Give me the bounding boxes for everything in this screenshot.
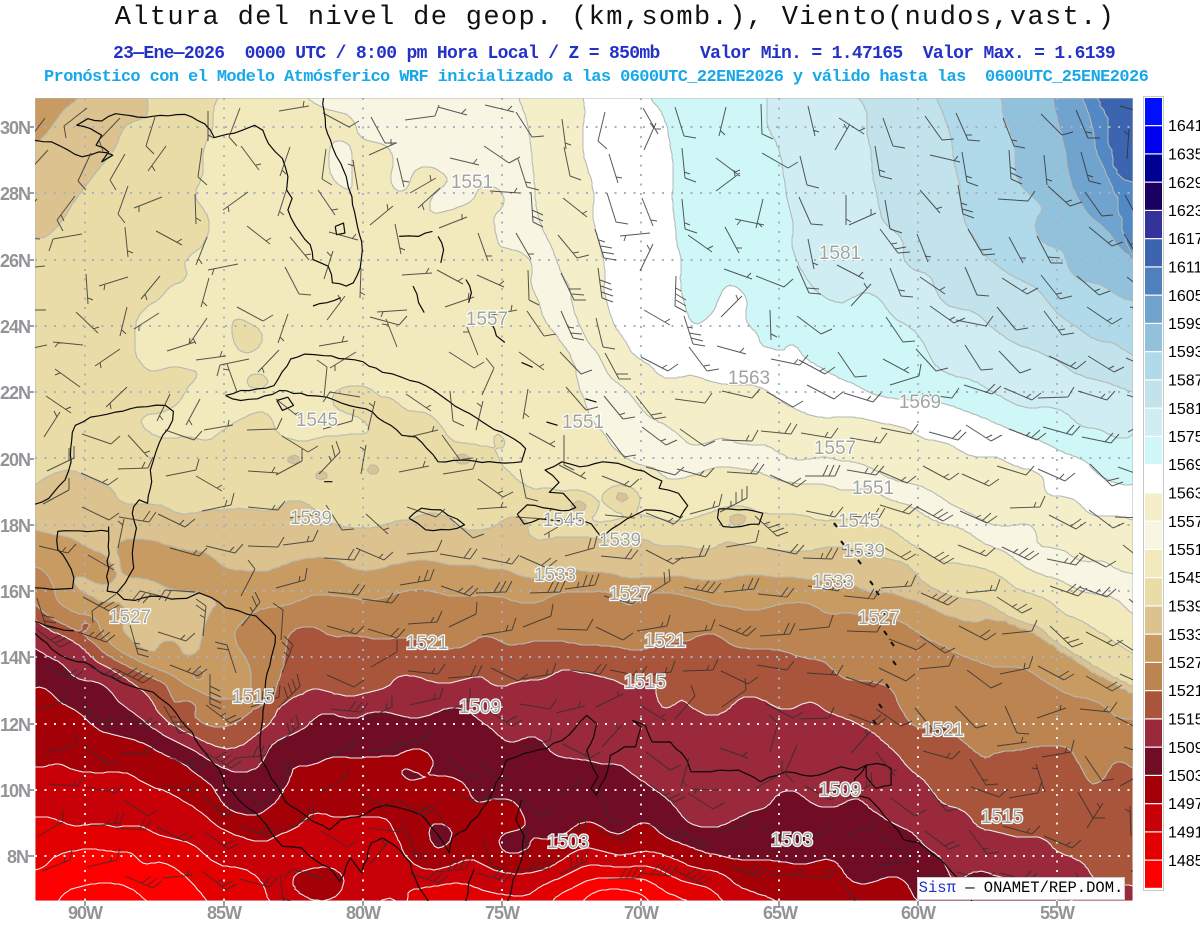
- svg-text:1485: 1485: [1168, 853, 1200, 870]
- svg-text:1551: 1551: [562, 412, 604, 433]
- svg-text:1629: 1629: [1168, 175, 1200, 192]
- svg-text:1623: 1623: [1168, 203, 1200, 220]
- svg-text:1557: 1557: [814, 438, 856, 459]
- svg-text:1527: 1527: [109, 607, 151, 628]
- svg-text:1503: 1503: [771, 830, 813, 851]
- svg-text:1521: 1521: [922, 720, 964, 741]
- svg-text:1515: 1515: [624, 672, 666, 693]
- svg-text:1569: 1569: [899, 392, 941, 413]
- svg-text:1515: 1515: [232, 687, 274, 708]
- svg-text:1593: 1593: [1168, 344, 1200, 361]
- svg-text:1581: 1581: [819, 243, 861, 264]
- svg-text:1539: 1539: [843, 541, 885, 562]
- svg-text:1545: 1545: [838, 511, 880, 532]
- svg-text:1545: 1545: [1168, 570, 1200, 587]
- svg-text:1641: 1641: [1168, 118, 1200, 135]
- svg-text:1605: 1605: [1168, 288, 1200, 305]
- svg-text:1527: 1527: [1168, 655, 1200, 672]
- svg-text:1557: 1557: [1168, 514, 1200, 531]
- svg-text:1533: 1533: [812, 572, 854, 593]
- svg-text:1521: 1521: [644, 631, 686, 652]
- svg-text:1515: 1515: [1168, 712, 1200, 729]
- svg-text:1539: 1539: [599, 530, 641, 551]
- svg-text:1497: 1497: [1168, 796, 1200, 813]
- svg-text:1551: 1551: [852, 478, 894, 499]
- svg-text:1581: 1581: [1168, 401, 1200, 418]
- svg-text:1551: 1551: [451, 172, 493, 193]
- svg-text:1539: 1539: [1168, 599, 1200, 616]
- svg-text:1545: 1545: [296, 410, 338, 431]
- svg-text:1509: 1509: [1168, 740, 1200, 757]
- svg-text:1515: 1515: [981, 807, 1023, 828]
- svg-text:1491: 1491: [1168, 825, 1200, 842]
- svg-text:1503: 1503: [547, 832, 589, 853]
- svg-text:1599: 1599: [1168, 316, 1200, 333]
- svg-text:1557: 1557: [466, 309, 508, 330]
- svg-text:1521: 1521: [1168, 683, 1200, 700]
- svg-text:1635: 1635: [1168, 147, 1200, 164]
- svg-text:1563: 1563: [728, 368, 770, 389]
- svg-text:1611: 1611: [1168, 260, 1200, 277]
- svg-text:1533: 1533: [534, 565, 576, 586]
- svg-text:1545: 1545: [543, 510, 585, 531]
- svg-text:1587: 1587: [1168, 373, 1200, 390]
- svg-text:1527: 1527: [609, 584, 651, 605]
- svg-text:1509: 1509: [459, 697, 501, 718]
- svg-text:1509: 1509: [819, 780, 861, 801]
- svg-text:1563: 1563: [1168, 486, 1200, 503]
- svg-text:1575: 1575: [1168, 429, 1200, 446]
- svg-text:1551: 1551: [1168, 542, 1200, 559]
- svg-text:1521: 1521: [406, 633, 448, 654]
- svg-text:1503: 1503: [1168, 768, 1200, 785]
- svg-text:1533: 1533: [1168, 627, 1200, 644]
- svg-text:1569: 1569: [1168, 457, 1200, 474]
- svg-text:1617: 1617: [1168, 231, 1200, 248]
- svg-text:1539: 1539: [290, 508, 332, 529]
- svg-text:1527: 1527: [858, 608, 900, 629]
